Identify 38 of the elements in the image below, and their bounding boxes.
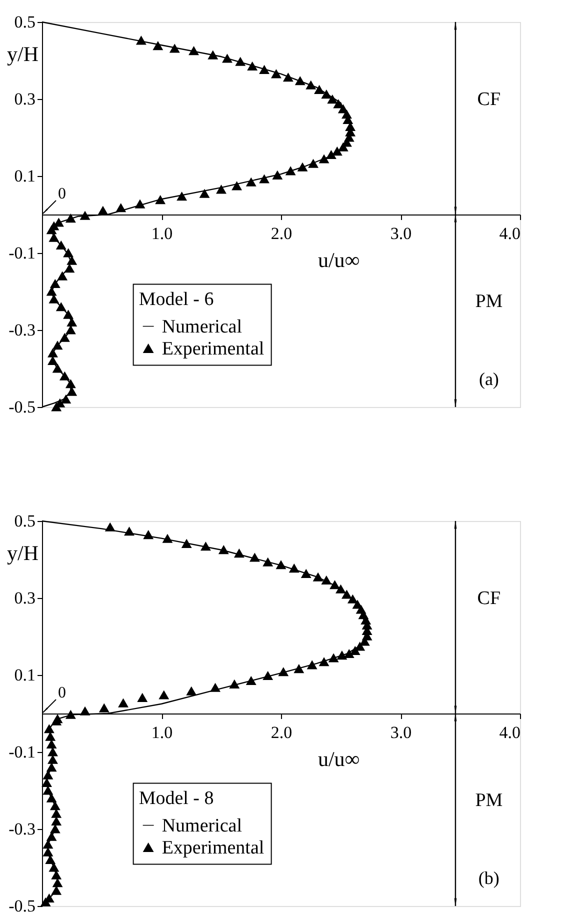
x-tick-label: 1.0 <box>151 224 173 243</box>
annotation: PM <box>475 291 503 312</box>
legend-label: Experimental <box>162 837 264 858</box>
annotation: (b) <box>478 868 500 888</box>
legend-label: Numerical <box>162 815 242 836</box>
x-tick-label: 3.0 <box>390 723 412 742</box>
x-axis-title: u/u∞ <box>318 248 360 272</box>
y-tick-label: 0.1 <box>14 666 36 684</box>
annotation: 0 <box>58 186 66 202</box>
y-tick-label: 0.5 <box>14 12 36 32</box>
x-tick-label: 2.0 <box>270 224 292 243</box>
x-tick-label: 3.0 <box>390 224 412 243</box>
annotation: CF <box>477 588 501 609</box>
y-tick-label: -0.5 <box>8 896 36 914</box>
y-tick-label: -0.1 <box>8 742 36 762</box>
legend-title: Model - 8 <box>138 788 214 809</box>
y-tick-label: -0.3 <box>8 820 36 838</box>
y-tick-label: -0.3 <box>8 320 36 340</box>
x-tick-label: 1.0 <box>151 723 173 742</box>
x-axis-title: u/u∞ <box>318 747 360 771</box>
legend-title: Model - 6 <box>138 288 214 310</box>
y-tick-label: -0.1 <box>8 244 36 262</box>
annotation: (a) <box>478 369 499 390</box>
y-tick-label: 0.3 <box>14 588 36 608</box>
y-axis-title: y/H <box>7 540 38 565</box>
legend-label: Numerical <box>162 316 242 338</box>
y-tick-label: 0.1 <box>14 166 36 186</box>
annotation: PM <box>475 790 503 812</box>
x-tick-label: 4.0 <box>499 224 520 243</box>
y-axis-title: y/H <box>7 42 38 66</box>
y-tick-label: -0.5 <box>8 398 36 416</box>
x-tick-label: 2.0 <box>270 723 292 742</box>
legend-label: Experimental <box>162 338 264 360</box>
annotation: 0 <box>58 684 66 702</box>
y-tick-label: 0.3 <box>14 90 36 108</box>
y-tick-label: 0.5 <box>14 512 36 530</box>
annotation: CF <box>477 89 501 110</box>
x-tick-label: 4.0 <box>499 723 520 742</box>
